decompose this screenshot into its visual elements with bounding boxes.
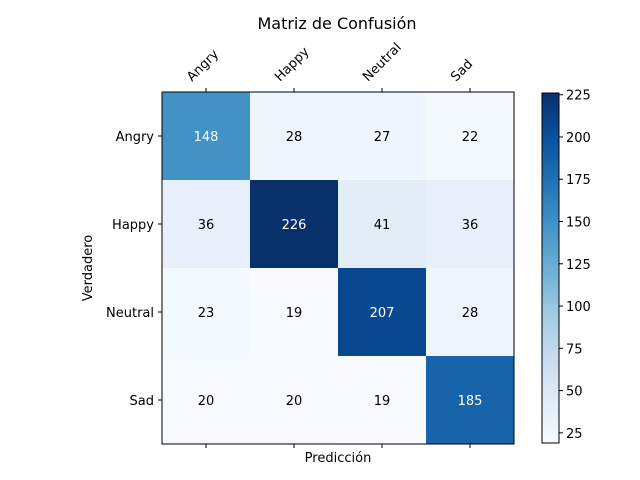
colorbar-tick-label: 100	[566, 300, 591, 315]
plot-frame	[161, 91, 515, 445]
y-tick-label: Angry	[116, 130, 155, 145]
y-axis-ticks: Angry Happy Neutral Sad	[106, 130, 162, 409]
x-axis-label: Predicción	[305, 451, 372, 466]
cell-value-label: 28	[286, 130, 303, 145]
heatmap-cell	[426, 268, 514, 356]
cell-value-label: 19	[374, 394, 391, 409]
colorbar-tick-label: 200	[566, 131, 591, 146]
colorbar-tick-label: 75	[566, 342, 583, 357]
colorbar-tick-label: 225	[566, 89, 591, 104]
cell-value-label: 36	[198, 218, 215, 233]
cell-value-label: 148	[194, 130, 219, 145]
heatmap-cell	[162, 92, 250, 180]
heatmap-cell	[250, 268, 338, 356]
heatmap-cell	[250, 92, 338, 180]
colorbar-tick-label: 175	[566, 173, 591, 188]
colorbar-tick-label: 25	[566, 427, 583, 442]
cell-value-label: 23	[198, 306, 215, 321]
heatmap-cell	[338, 92, 426, 180]
heatmap-cell	[338, 356, 426, 444]
y-tick-label: Neutral	[106, 306, 154, 321]
x-tick-label: Angry	[184, 47, 222, 85]
cell-value-label: 27	[374, 130, 391, 145]
x-tick-label: Sad	[448, 57, 476, 85]
heatmap-cell	[162, 180, 250, 268]
cell-value-label: 226	[282, 218, 307, 233]
cell-value-label: 207	[370, 306, 395, 321]
cell-value-label: 36	[462, 218, 479, 233]
heatmap-cell	[338, 268, 426, 356]
x-tick-label: Neutral	[360, 40, 405, 85]
colorbar-tick-label: 150	[566, 216, 591, 231]
chart-title: Matriz de Confusión	[257, 14, 416, 33]
cell-value-label: 41	[374, 218, 391, 233]
cell-value-label: 28	[462, 306, 479, 321]
heatmap-cells: 148 28 27 22 36 226 41 36 23 19 207 28 20 20 19 185	[162, 92, 514, 444]
heatmap-cell	[338, 180, 426, 268]
colorbar-tick-label: 125	[566, 258, 591, 273]
heatmap-cell	[250, 180, 338, 268]
heatmap-cell	[426, 92, 514, 180]
cell-value-label: 185	[458, 394, 483, 409]
x-tick-label: Happy	[272, 44, 312, 84]
cell-value-label: 19	[286, 306, 303, 321]
y-tick-label: Sad	[130, 394, 154, 409]
colorbar-ticks: 25 50 75 100 125 150 175 200 225	[559, 89, 591, 442]
heatmap-cell	[162, 268, 250, 356]
cell-value-label: 20	[198, 394, 215, 409]
heatmap-cell	[426, 356, 514, 444]
colorbar	[541, 92, 560, 444]
heatmap-cell	[426, 180, 514, 268]
heatmap-cell	[162, 356, 250, 444]
cell-value-label: 22	[462, 130, 479, 145]
heatmap-cell	[250, 356, 338, 444]
y-axis-label: Verdadero	[81, 235, 96, 302]
y-tick-label: Happy	[112, 218, 154, 233]
colorbar-tick-label: 50	[566, 385, 583, 400]
cell-value-label: 20	[286, 394, 303, 409]
